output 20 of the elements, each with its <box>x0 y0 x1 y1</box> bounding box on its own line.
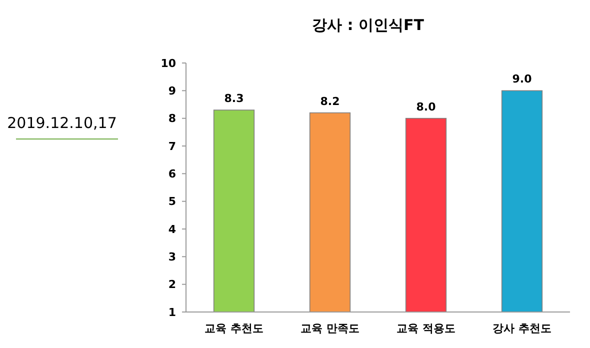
y-tick-label: 8 <box>168 112 176 126</box>
data-label: 8.0 <box>416 100 436 114</box>
y-tick-label: 3 <box>168 250 176 264</box>
data-label: 8.3 <box>224 92 244 106</box>
y-tick-label: 1 <box>168 306 176 319</box>
y-tick-label: 2 <box>168 278 176 292</box>
data-label: 9.0 <box>512 72 532 86</box>
y-tick-label: 5 <box>168 195 176 208</box>
x-tick-label: 교육 추천도 <box>204 322 264 335</box>
y-tick-label: 6 <box>168 168 176 181</box>
chart-title: 강사 : 이인식FT <box>312 16 425 34</box>
x-tick-label: 강사 추천도 <box>492 322 552 335</box>
text: 2019.12.10,17 <box>7 114 117 132</box>
y-tick-label: 10 <box>160 56 176 70</box>
data-label: 8.2 <box>320 94 340 108</box>
y-tick-label: 4 <box>168 222 176 236</box>
y-tick-label: 7 <box>168 140 176 153</box>
x-tick-label: 교육 만족도 <box>300 322 360 335</box>
x-tick-label: 교육 적용도 <box>396 322 456 335</box>
y-tick-label: 9 <box>168 84 176 98</box>
